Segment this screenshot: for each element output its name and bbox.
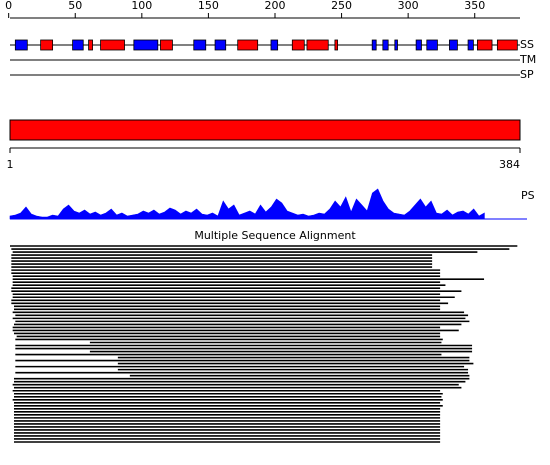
helix [40, 39, 54, 51]
tick-label: 200 [264, 0, 285, 12]
helix [160, 39, 173, 51]
strand [382, 39, 389, 51]
strand [214, 39, 227, 51]
track-label: SS [520, 38, 534, 51]
tick-label: 300 [398, 0, 419, 12]
helix [496, 39, 518, 51]
tick-label: 100 [131, 0, 152, 12]
tick-label: 150 [198, 0, 219, 12]
strand [394, 39, 398, 51]
helix [237, 39, 259, 51]
tick-label: 0 [5, 0, 12, 12]
strand [415, 39, 422, 51]
track-label: PS [521, 189, 535, 202]
strand [133, 39, 159, 51]
strand [449, 39, 458, 51]
helix [88, 39, 93, 51]
tick-label: 250 [331, 0, 352, 12]
helix [291, 39, 305, 51]
track-label: SP [520, 68, 534, 81]
ruler-label: 384 [499, 158, 520, 171]
helix [306, 39, 329, 51]
helix [100, 39, 125, 51]
msa-title: Multiple Sequence Alignment [194, 229, 356, 242]
ps-profile [9, 188, 485, 220]
tick-label: 50 [68, 0, 82, 12]
strand [371, 39, 377, 51]
strand [14, 39, 28, 51]
domain-bar [9, 119, 521, 141]
strand [467, 39, 474, 51]
strand [72, 39, 84, 51]
strand [270, 39, 279, 51]
tick-label: 350 [464, 0, 485, 12]
helix [476, 39, 493, 51]
ruler-label: 1 [7, 158, 14, 171]
strand [426, 39, 438, 51]
strand [193, 39, 207, 51]
helix [334, 39, 338, 51]
track-label: TM [519, 53, 536, 66]
